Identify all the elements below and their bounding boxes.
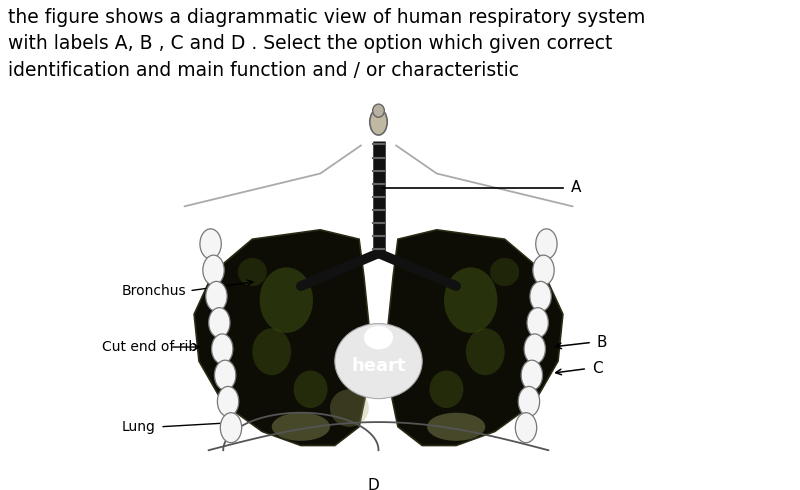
Text: B: B bbox=[597, 335, 607, 350]
Ellipse shape bbox=[430, 370, 463, 408]
Ellipse shape bbox=[444, 268, 498, 333]
Text: the figure shows a diagrammatic view of human respiratory system
with labels A, : the figure shows a diagrammatic view of … bbox=[8, 7, 645, 79]
Ellipse shape bbox=[294, 370, 327, 408]
Ellipse shape bbox=[373, 104, 384, 117]
Text: C: C bbox=[592, 361, 602, 376]
Ellipse shape bbox=[533, 255, 554, 285]
Ellipse shape bbox=[515, 413, 537, 443]
Text: Bronchus: Bronchus bbox=[122, 284, 186, 298]
Ellipse shape bbox=[518, 387, 540, 416]
Ellipse shape bbox=[370, 109, 387, 135]
Text: heart: heart bbox=[351, 357, 406, 375]
Ellipse shape bbox=[530, 281, 551, 312]
Text: Lung: Lung bbox=[122, 420, 155, 434]
Ellipse shape bbox=[260, 268, 313, 333]
Ellipse shape bbox=[272, 413, 330, 441]
Ellipse shape bbox=[536, 229, 557, 259]
Ellipse shape bbox=[214, 360, 236, 390]
Polygon shape bbox=[388, 230, 563, 445]
Text: Cut end of rib: Cut end of rib bbox=[102, 340, 197, 354]
Ellipse shape bbox=[524, 334, 546, 364]
Ellipse shape bbox=[209, 308, 230, 338]
Text: D: D bbox=[368, 478, 379, 490]
Ellipse shape bbox=[427, 413, 486, 441]
Ellipse shape bbox=[203, 255, 224, 285]
Ellipse shape bbox=[490, 258, 519, 286]
Ellipse shape bbox=[206, 281, 227, 312]
Ellipse shape bbox=[218, 387, 238, 416]
Ellipse shape bbox=[527, 308, 548, 338]
Polygon shape bbox=[194, 230, 369, 445]
Ellipse shape bbox=[200, 229, 222, 259]
Ellipse shape bbox=[211, 334, 233, 364]
Text: A: A bbox=[570, 180, 581, 195]
Ellipse shape bbox=[238, 258, 267, 286]
Ellipse shape bbox=[220, 413, 242, 443]
Ellipse shape bbox=[330, 389, 369, 427]
Ellipse shape bbox=[466, 328, 505, 375]
Ellipse shape bbox=[521, 360, 542, 390]
Ellipse shape bbox=[335, 323, 422, 399]
Ellipse shape bbox=[364, 326, 393, 349]
Ellipse shape bbox=[252, 328, 291, 375]
